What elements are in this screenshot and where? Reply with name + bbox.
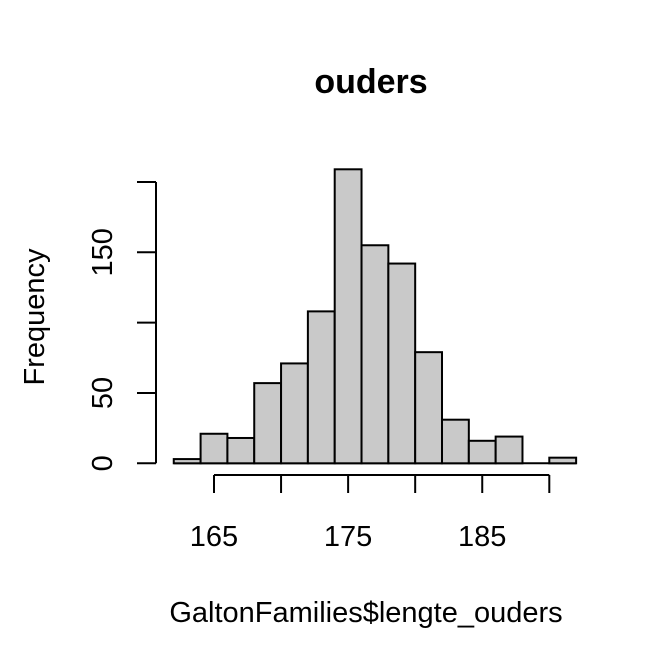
y-tick-label: 50 xyxy=(87,377,119,409)
histogram-bar xyxy=(467,439,497,465)
y-axis: 0 50 150 xyxy=(87,180,157,471)
histogram-bar xyxy=(333,168,363,465)
histogram-bar xyxy=(172,458,202,465)
histogram-bar xyxy=(360,244,390,465)
x-axis: 165 175 185 xyxy=(190,474,551,553)
histogram-bar xyxy=(306,310,336,465)
histogram-bar xyxy=(494,435,524,465)
x-tick-label: 185 xyxy=(458,521,506,553)
x-axis-title: GaltonFamilies$lengte_ouders xyxy=(169,597,562,629)
histogram-bars xyxy=(172,168,578,465)
x-tick-label: 175 xyxy=(324,521,372,553)
y-axis-title: Frequency xyxy=(19,248,51,386)
histogram-bar xyxy=(199,432,229,465)
histogram-bar xyxy=(414,351,444,465)
histogram-bar xyxy=(387,262,417,465)
histogram-bar xyxy=(441,418,470,465)
x-tick-label: 165 xyxy=(190,521,238,553)
chart-title: ouders xyxy=(314,63,427,101)
histogram-bar xyxy=(253,382,283,465)
histogram-bar xyxy=(280,362,309,465)
y-tick-label: 150 xyxy=(87,228,119,276)
histogram-bar xyxy=(226,436,256,465)
histogram-bar xyxy=(548,456,578,465)
y-tick-label: 0 xyxy=(87,455,119,471)
